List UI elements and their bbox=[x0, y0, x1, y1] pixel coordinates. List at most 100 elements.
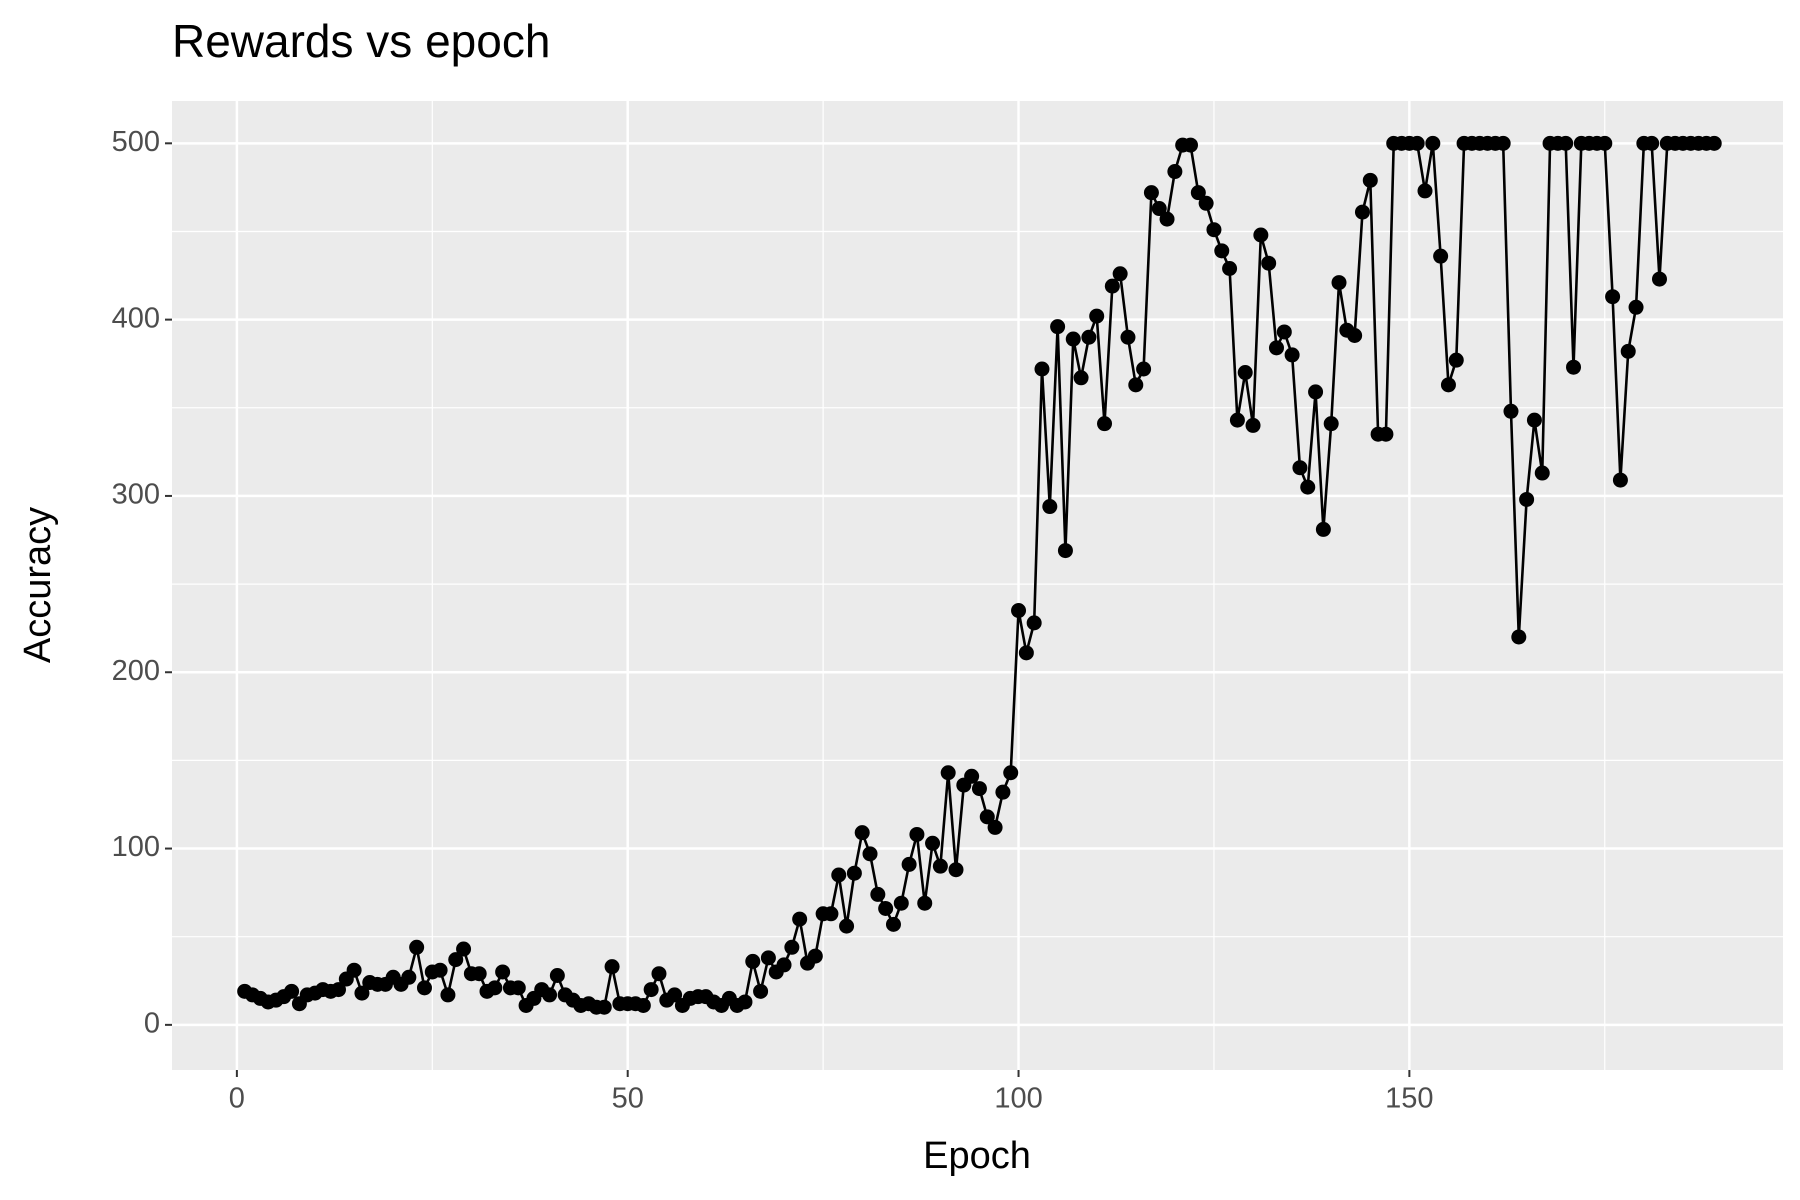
data-point bbox=[862, 846, 878, 862]
x-tick-label: 100 bbox=[994, 1083, 1042, 1115]
data-point bbox=[1089, 308, 1105, 324]
y-tick-label: 300 bbox=[112, 479, 160, 511]
data-point bbox=[1292, 460, 1308, 476]
data-point bbox=[1073, 370, 1089, 386]
data-point bbox=[1276, 324, 1292, 340]
data-point bbox=[745, 953, 761, 969]
data-point bbox=[1566, 359, 1582, 375]
data-point bbox=[760, 950, 776, 966]
data-point bbox=[1534, 465, 1550, 481]
data-point bbox=[401, 969, 417, 985]
data-point bbox=[330, 982, 346, 998]
data-point bbox=[776, 957, 792, 973]
data-point bbox=[471, 966, 487, 982]
data-point bbox=[651, 966, 667, 982]
data-point bbox=[1331, 275, 1347, 291]
data-point bbox=[846, 865, 862, 881]
data-point bbox=[1136, 361, 1152, 377]
data-point bbox=[1050, 319, 1066, 335]
data-point bbox=[1597, 135, 1613, 151]
data-point bbox=[542, 987, 558, 1003]
data-point bbox=[1644, 135, 1660, 151]
data-point bbox=[1706, 135, 1722, 151]
data-point bbox=[917, 895, 933, 911]
x-tick-label: 150 bbox=[1385, 1083, 1433, 1115]
data-point bbox=[416, 980, 432, 996]
data-point bbox=[1448, 352, 1464, 368]
data-point bbox=[1104, 278, 1120, 294]
data-point bbox=[1284, 347, 1300, 363]
data-point bbox=[1003, 765, 1019, 781]
data-point bbox=[1417, 183, 1433, 199]
data-point bbox=[885, 916, 901, 932]
data-point bbox=[1026, 615, 1042, 631]
data-point bbox=[1362, 172, 1378, 188]
chart-title: Rewards vs epoch bbox=[172, 15, 550, 67]
data-point bbox=[1628, 299, 1644, 315]
data-point bbox=[901, 856, 917, 872]
data-point bbox=[753, 983, 769, 999]
plot-panel bbox=[172, 101, 1783, 1070]
data-point bbox=[1503, 403, 1519, 419]
data-point bbox=[1347, 327, 1363, 343]
data-point bbox=[925, 835, 941, 851]
data-point bbox=[1143, 185, 1159, 201]
data-point bbox=[823, 906, 839, 922]
data-point bbox=[1495, 135, 1511, 151]
data-point bbox=[878, 901, 894, 916]
data-point bbox=[1354, 204, 1370, 220]
data-point bbox=[643, 982, 659, 998]
data-point bbox=[1214, 243, 1230, 259]
data-point bbox=[1128, 377, 1144, 393]
data-point bbox=[354, 985, 370, 1001]
y-tick-label: 200 bbox=[112, 655, 160, 687]
data-point bbox=[635, 997, 651, 1013]
data-point bbox=[284, 983, 300, 999]
data-point bbox=[1433, 248, 1449, 264]
data-point bbox=[1261, 255, 1277, 271]
data-point bbox=[807, 948, 823, 964]
data-point bbox=[1190, 185, 1206, 201]
data-point bbox=[1229, 412, 1245, 428]
data-point bbox=[1425, 135, 1441, 151]
data-point bbox=[940, 765, 956, 781]
data-point bbox=[1300, 479, 1316, 495]
data-point bbox=[448, 952, 464, 968]
data-point bbox=[893, 895, 909, 911]
data-point bbox=[870, 886, 886, 902]
data-point bbox=[1011, 603, 1027, 619]
data-point bbox=[1519, 491, 1535, 507]
data-point bbox=[1651, 271, 1667, 287]
data-point bbox=[1526, 412, 1542, 428]
data-point bbox=[784, 939, 800, 955]
y-axis-title: Accuracy bbox=[17, 507, 59, 663]
data-point bbox=[909, 826, 925, 842]
data-point bbox=[1042, 499, 1058, 515]
data-point bbox=[1159, 211, 1175, 227]
data-point bbox=[487, 980, 503, 996]
data-point bbox=[1440, 377, 1456, 393]
data-point bbox=[1167, 164, 1183, 180]
data-point bbox=[1206, 222, 1222, 238]
data-point bbox=[1308, 384, 1324, 400]
data-point bbox=[1183, 137, 1199, 153]
data-point bbox=[1151, 201, 1167, 217]
data-point bbox=[1057, 543, 1073, 559]
x-axis-title: Epoch bbox=[923, 1135, 1031, 1177]
data-point bbox=[596, 999, 612, 1015]
data-point bbox=[440, 987, 456, 1003]
data-point bbox=[971, 781, 987, 797]
data-point bbox=[495, 964, 511, 980]
data-point bbox=[1323, 416, 1339, 432]
data-point bbox=[346, 962, 362, 978]
data-point bbox=[1237, 365, 1253, 381]
data-point bbox=[1120, 329, 1136, 345]
data-point bbox=[604, 959, 620, 975]
data-point bbox=[1511, 629, 1527, 645]
data-point bbox=[964, 768, 980, 784]
data-point bbox=[995, 784, 1011, 800]
data-point bbox=[839, 918, 855, 934]
data-point bbox=[1253, 227, 1269, 243]
x-tick-label: 0 bbox=[229, 1083, 245, 1115]
